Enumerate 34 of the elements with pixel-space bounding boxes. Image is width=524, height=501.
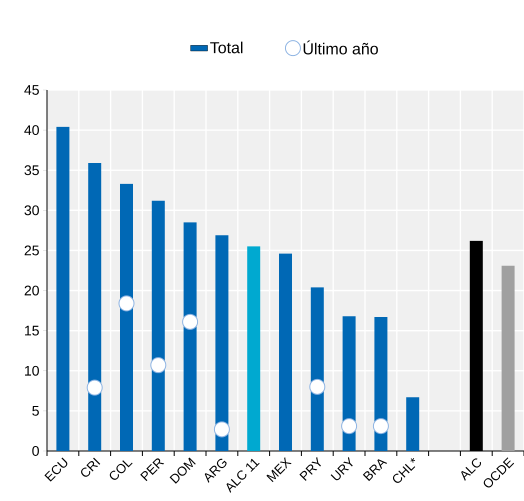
point xyxy=(86,380,103,396)
point xyxy=(309,378,326,395)
bar xyxy=(310,287,324,451)
bar xyxy=(406,397,420,451)
point xyxy=(214,421,230,438)
y-tick-label: 15 xyxy=(25,326,39,336)
point xyxy=(150,357,166,374)
x-tick-label: BRA xyxy=(362,459,388,482)
point xyxy=(118,295,134,312)
y-tick-label: 10 xyxy=(25,366,39,376)
legend-label: Total xyxy=(210,42,242,54)
y-tick-label: 0 xyxy=(32,446,39,456)
bar xyxy=(502,266,515,451)
bar xyxy=(247,246,260,451)
y-tick-label: 20 xyxy=(24,286,39,296)
y-tick-label: 25 xyxy=(24,245,39,256)
point xyxy=(372,418,389,434)
bar xyxy=(120,184,133,451)
bar xyxy=(184,222,197,451)
y-tick-label: 5 xyxy=(32,406,39,416)
bar xyxy=(56,126,70,451)
point xyxy=(182,314,198,330)
bar xyxy=(279,254,292,451)
y-tick-label: 35 xyxy=(24,165,39,176)
x-tick-label: CRI xyxy=(81,458,100,477)
bar xyxy=(88,163,102,451)
y-tick-label: 40 xyxy=(24,125,39,136)
point xyxy=(341,418,358,434)
bar xyxy=(215,235,228,451)
y-tick-label: 30 xyxy=(24,205,39,216)
x-tick-label: COL xyxy=(110,460,133,480)
y-tick-label: 45 xyxy=(24,85,39,95)
legend-label: Último año xyxy=(304,40,378,54)
bar xyxy=(152,200,165,451)
